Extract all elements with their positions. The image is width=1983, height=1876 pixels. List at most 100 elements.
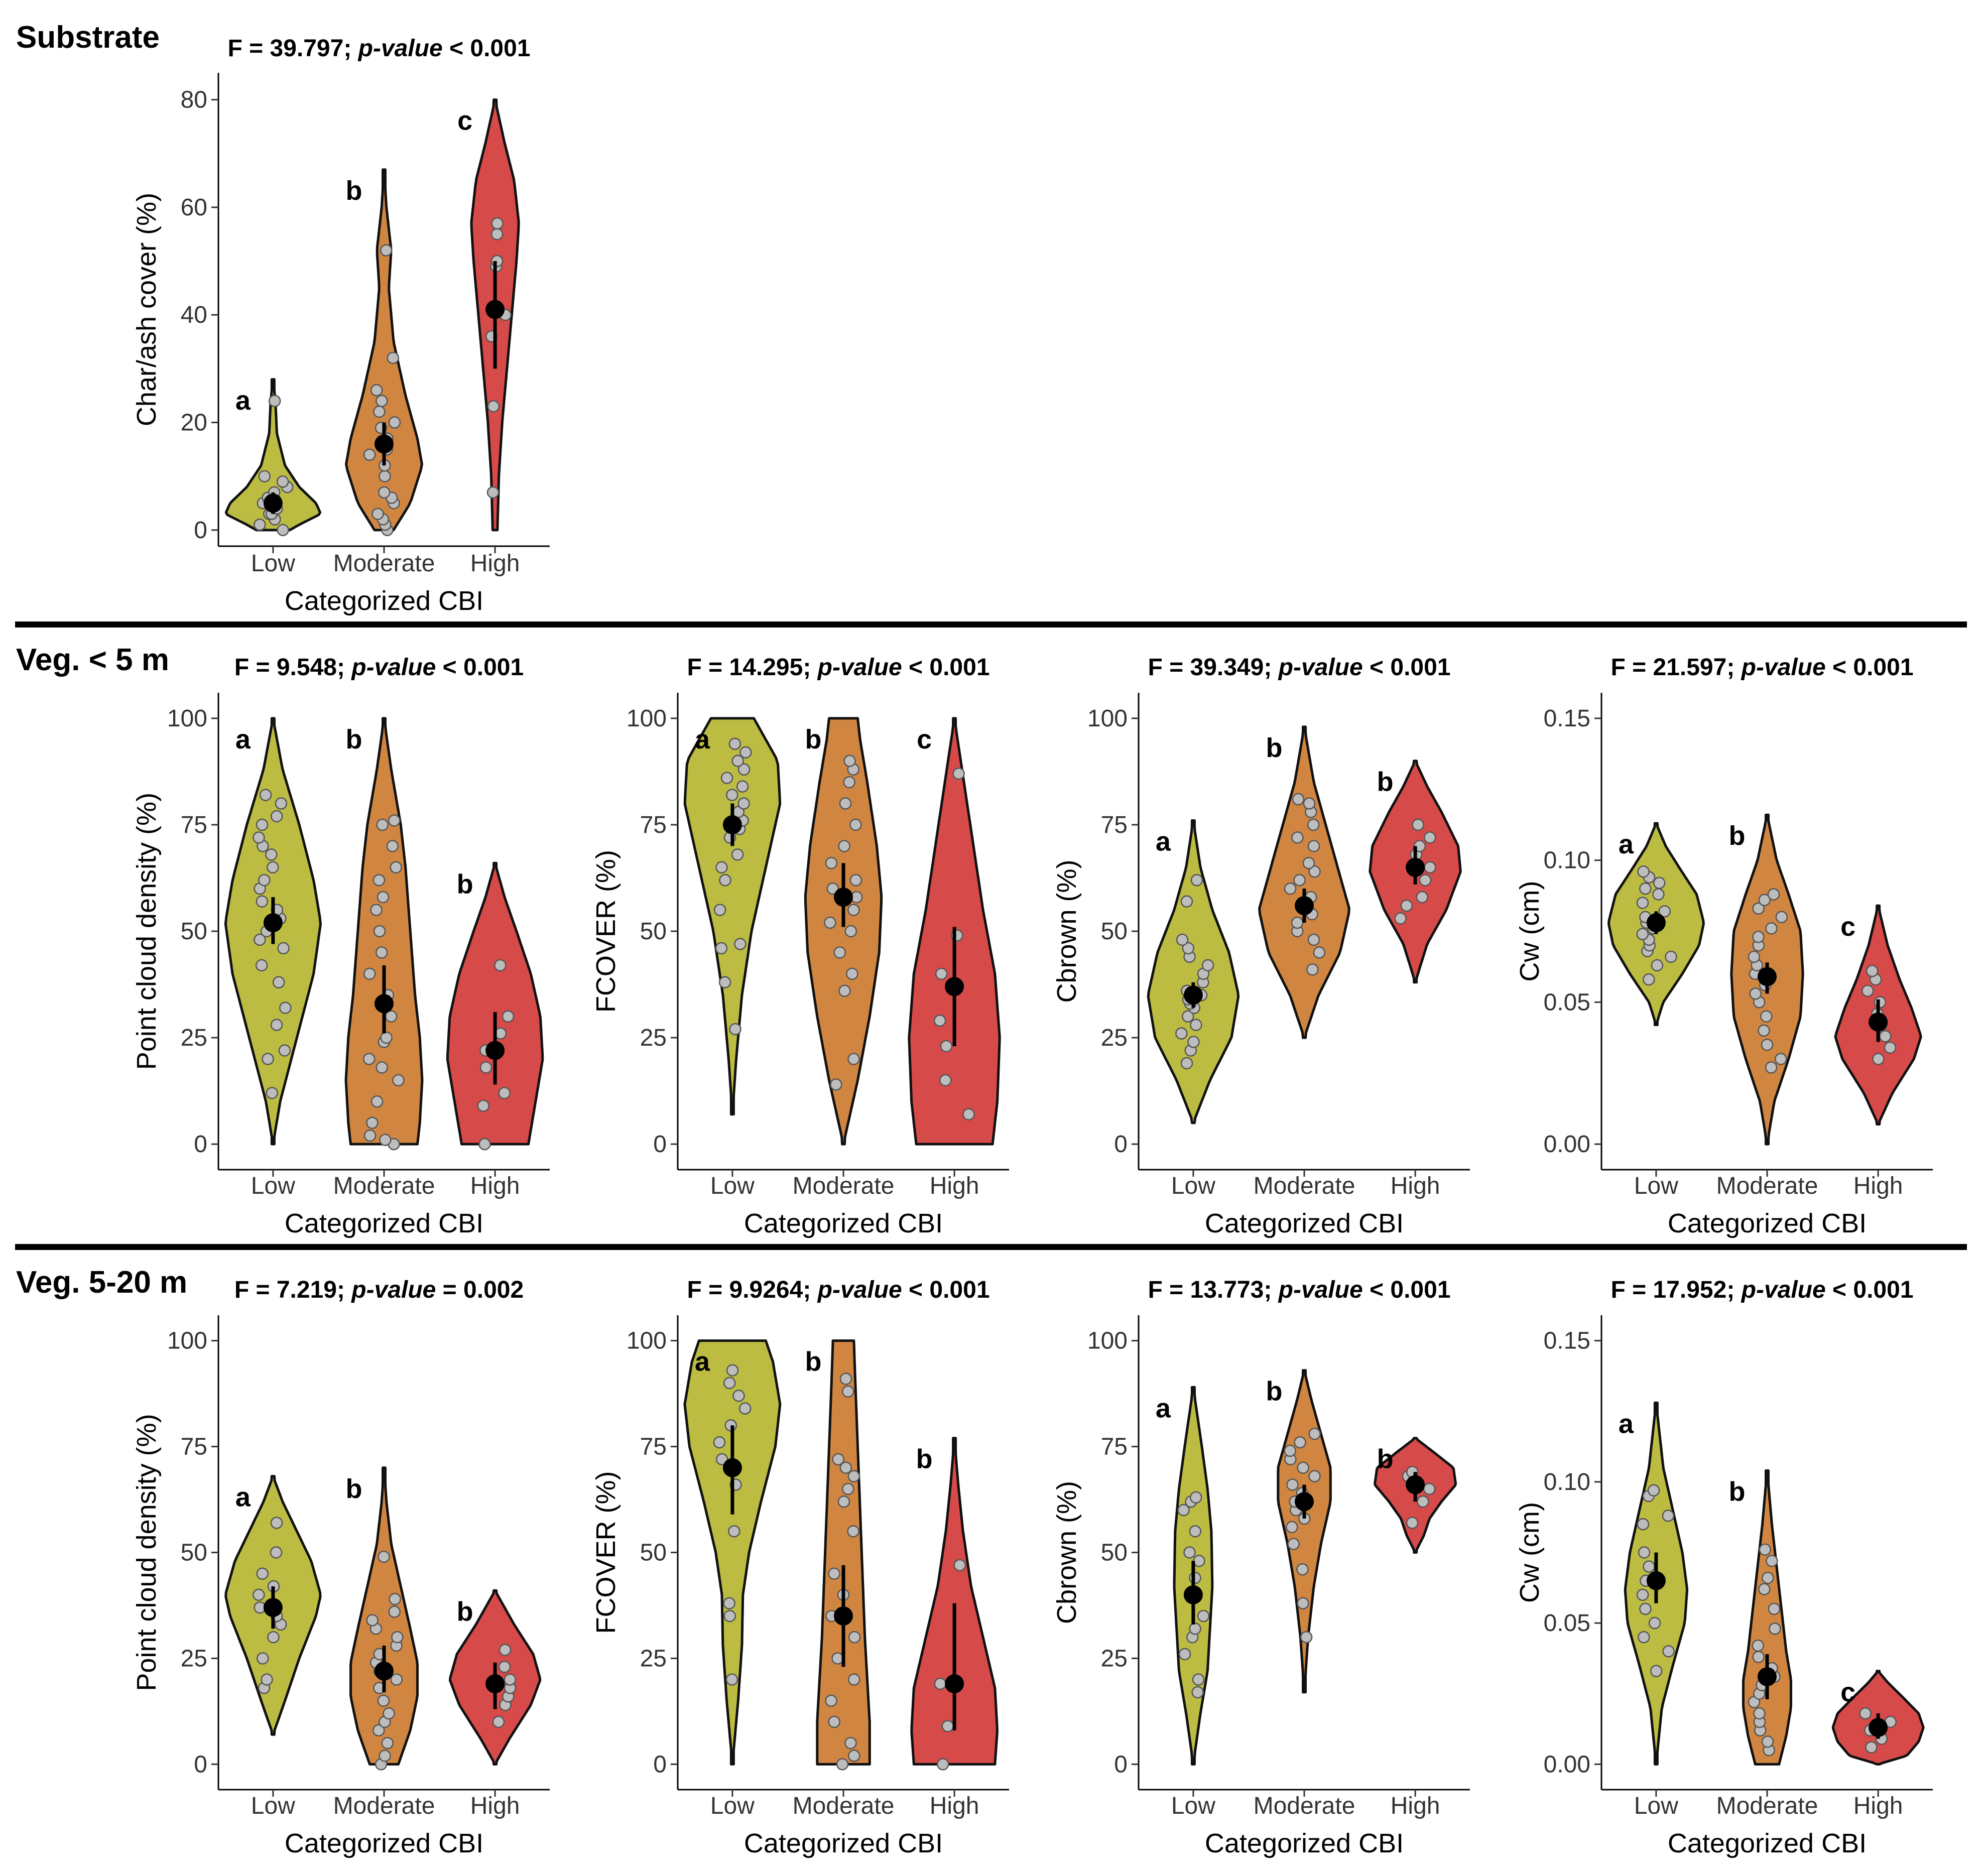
data-point (1774, 1053, 1787, 1065)
y-tick-label: 50 (640, 1540, 667, 1566)
data-point (1636, 897, 1649, 909)
chart-title-pvalue: = 0.002 (436, 1277, 524, 1303)
data-point (738, 1402, 752, 1415)
data-point (390, 1673, 403, 1686)
data-point (844, 925, 857, 938)
y-tick-label: 0 (194, 517, 207, 544)
data-point (477, 1099, 490, 1112)
data-point (839, 797, 852, 810)
data-point (383, 1707, 395, 1720)
mean-point (1869, 1012, 1888, 1032)
data-point (1862, 984, 1874, 997)
violin-low (1147, 819, 1240, 1124)
data-point (1759, 1543, 1772, 1556)
data-point (386, 840, 399, 852)
data-point (825, 1694, 837, 1707)
mean-point (485, 1674, 505, 1694)
chart-panel: F = 13.773; p-value < 0.001 0 25 50 75 100 Cbr… (1052, 1277, 1470, 1858)
violin-low (224, 378, 322, 532)
data-point (1749, 987, 1762, 1000)
data-point (1653, 877, 1666, 890)
data-point (713, 904, 726, 916)
y-tick-label: 75 (181, 812, 207, 838)
data-point (254, 933, 266, 946)
chart-title: F = 9.9264; p-value < 0.001 (687, 1277, 989, 1303)
data-point (832, 1453, 844, 1466)
chart-title-stat: F = 39.797; (227, 35, 358, 62)
data-point (739, 746, 752, 759)
data-point (267, 1631, 280, 1644)
y-tick-label: 0 (194, 1131, 207, 1158)
data-point (267, 861, 279, 874)
chart-title-pvalue: < 0.001 (1826, 654, 1914, 681)
x-tick-label: High (930, 1173, 979, 1199)
data-point (1637, 1518, 1650, 1531)
chart-title-pvalue-label: p-value (350, 654, 436, 681)
data-point (1307, 840, 1320, 852)
data-point (1752, 931, 1765, 943)
section-title-substrate: Substrate (16, 20, 160, 55)
data-point (366, 1116, 379, 1129)
data-point (828, 1715, 840, 1728)
data-point (478, 1138, 491, 1151)
x-tick-label: Low (1634, 1793, 1678, 1819)
data-point (713, 1436, 726, 1449)
x-tick-label: Moderate (793, 1793, 895, 1819)
group-letter: a (235, 1482, 251, 1513)
y-axis-title: Cw (cm) (1515, 881, 1545, 982)
group-letter: a (235, 386, 251, 416)
data-point (498, 1661, 511, 1673)
data-point (1765, 922, 1778, 935)
data-point (1766, 1555, 1778, 1567)
y-tick-label: 20 (181, 410, 207, 436)
data-point (715, 861, 728, 874)
group-letter: b (1377, 767, 1394, 797)
data-point (728, 737, 741, 751)
x-tick-label: High (470, 1173, 520, 1199)
group-letter: a (1619, 829, 1634, 859)
x-tick-label: High (1853, 1173, 1903, 1199)
y-tick-label: 0.00 (1544, 1131, 1590, 1158)
data-point (502, 1010, 515, 1023)
chart-title-pvalue-label: p-value (1741, 1277, 1826, 1303)
data-point (1292, 793, 1305, 806)
data-point (1300, 1631, 1313, 1644)
x-tick-label: Moderate (333, 1793, 435, 1819)
x-tick-label: Moderate (333, 1173, 435, 1199)
data-point (279, 1002, 292, 1014)
group-letter: b (457, 869, 473, 899)
y-axis-title: Char/ash cover (%) (132, 193, 162, 426)
group-letter: b (1377, 1444, 1394, 1474)
mean-point (485, 300, 505, 319)
chart-title-stat: F = 9.548; (234, 654, 351, 681)
data-point (941, 1720, 954, 1732)
data-point (262, 1053, 274, 1065)
data-point (1872, 1053, 1885, 1065)
data-point (1884, 1041, 1897, 1054)
data-point (490, 228, 504, 240)
data-point (843, 755, 856, 767)
data-point (1286, 1478, 1299, 1491)
chart-title: F = 13.773; p-value < 0.001 (1148, 1277, 1450, 1303)
data-point (1775, 911, 1788, 923)
chart-title-pvalue: < 0.001 (1363, 654, 1451, 681)
chart-title-pvalue-label: p-value (817, 1277, 902, 1303)
chart-title: F = 14.295; p-value < 0.001 (687, 654, 989, 681)
data-point (1177, 1504, 1190, 1517)
data-point (1765, 1061, 1778, 1074)
y-tick-label: 75 (640, 1434, 667, 1460)
group-letter: a (695, 1347, 710, 1377)
data-point (363, 1129, 377, 1142)
y-tick-label: 75 (1101, 1434, 1128, 1460)
x-tick-label: Low (1171, 1173, 1215, 1199)
data-point (1293, 873, 1306, 887)
y-tick-label: 100 (1087, 1328, 1128, 1354)
y-tick-label: 100 (1087, 705, 1128, 732)
data-point (256, 895, 269, 908)
mean-point (1646, 913, 1666, 933)
data-point (1180, 895, 1193, 908)
data-point (1308, 865, 1321, 878)
group-letter: b (916, 1444, 933, 1474)
data-point (1752, 902, 1765, 915)
data-point (379, 1749, 391, 1762)
